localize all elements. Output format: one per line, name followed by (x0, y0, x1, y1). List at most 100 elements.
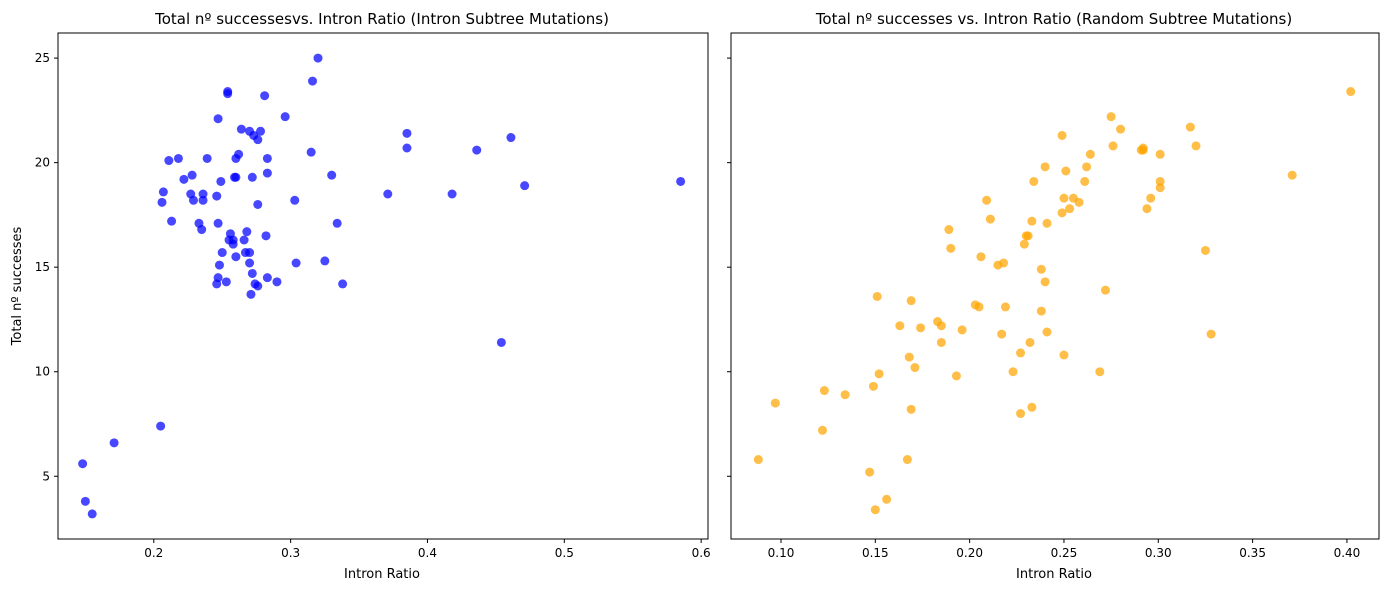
scatter-point (383, 189, 393, 199)
left-scatter-panel: Total nº successesvs. Intron Ratio (Intr… (10, 10, 711, 582)
scatter-point (1138, 143, 1148, 153)
scatter-point (904, 352, 914, 362)
scatter-point (253, 199, 263, 209)
scatter-point (228, 239, 238, 249)
scatter-point (272, 277, 282, 287)
left-y-axis-label: Total nº successes (10, 226, 25, 346)
scatter-point (179, 174, 189, 184)
scatter-point (936, 321, 946, 331)
scatter-point (245, 248, 255, 258)
x-tick-label: 0.25 (1051, 546, 1078, 560)
scatter-point (520, 181, 530, 191)
scatter-point (946, 243, 956, 253)
x-tick-label: 0.40 (1334, 546, 1361, 560)
scatter-point (260, 91, 270, 101)
scatter-point (1142, 204, 1152, 214)
scatter-point (819, 386, 829, 396)
scatter-point (874, 369, 884, 379)
y-tick-label: 25 (35, 51, 50, 65)
scatter-point (1057, 208, 1067, 218)
scatter-point (1108, 141, 1118, 151)
scatter-point (916, 323, 926, 333)
scatter-point (402, 143, 412, 153)
scatter-point (1061, 166, 1071, 176)
scatter-point (157, 197, 167, 207)
scatter-point (1080, 176, 1090, 186)
scatter-point (261, 231, 271, 241)
scatter-point (985, 214, 995, 224)
scatter-point (1074, 197, 1084, 207)
scatter-point (187, 170, 197, 180)
scatter-point (1065, 204, 1075, 214)
scatter-point (262, 153, 272, 163)
scatter-point (246, 289, 256, 299)
scatter-point (872, 291, 882, 301)
right-x-axis-label: Intron Ratio (1016, 567, 1092, 582)
scatter-point (496, 337, 506, 347)
scatter-point (213, 218, 223, 228)
scatter-point (197, 225, 207, 235)
scatter-point (158, 187, 168, 197)
scatter-point (87, 509, 97, 519)
scatter-point (882, 494, 892, 504)
scatter-point (770, 398, 780, 408)
scatter-point (976, 252, 986, 262)
scatter-point (1191, 141, 1201, 151)
scatter-point (753, 455, 763, 465)
scatter-point (1008, 367, 1018, 377)
scatter-point (167, 216, 177, 226)
scatter-point (253, 281, 263, 291)
scatter-point (213, 273, 223, 283)
scatter-point (308, 76, 318, 86)
left-points (78, 53, 686, 519)
scatter-point (306, 147, 316, 157)
x-tick-label: 0.35 (1239, 546, 1266, 560)
right-scatter-panel: Total nº successes vs. Intron Ratio (Ran… (727, 10, 1380, 582)
right-points (753, 87, 1356, 515)
scatter-point (212, 191, 222, 201)
scatter-point (1155, 183, 1165, 193)
scatter-point (447, 189, 457, 199)
scatter-point (327, 170, 337, 180)
scatter-point (1019, 239, 1029, 249)
scatter-point (231, 172, 241, 182)
scatter-point (865, 467, 875, 477)
scatter-point (320, 256, 330, 266)
y-tick-label: 10 (35, 365, 50, 379)
scatter-point (198, 195, 208, 205)
x-tick-label: 0.3 (281, 546, 300, 560)
scatter-point (80, 496, 90, 506)
scatter-point (1085, 149, 1095, 159)
scatter-point (156, 421, 166, 431)
scatter-point (1059, 350, 1069, 360)
left-x-axis-label: Intron Ratio (344, 567, 420, 582)
scatter-point (242, 227, 252, 237)
scatter-point (676, 176, 686, 186)
scatter-point (78, 459, 88, 469)
scatter-point (262, 273, 272, 283)
x-tick-label: 0.6 (692, 546, 711, 560)
scatter-point (1036, 306, 1046, 316)
scatter-point (402, 128, 412, 138)
scatter-point (247, 172, 257, 182)
scatter-point (236, 124, 246, 134)
scatter-point (997, 329, 1007, 339)
scatter-point (234, 149, 244, 159)
scatter-point (198, 189, 208, 199)
x-tick-label: 0.5 (555, 546, 574, 560)
scatter-point (936, 337, 946, 347)
scatter-point (1095, 367, 1105, 377)
scatter-point (1042, 327, 1052, 337)
left-chart-title: Total nº successesvs. Intron Ratio (Intr… (154, 10, 609, 28)
scatter-point (332, 218, 342, 228)
scatter-point (1027, 216, 1037, 226)
left-ticks: 0.2 0.3 0.4 0.5 0.6 5 10 15 20 25 (35, 51, 711, 560)
scatter-point (840, 390, 850, 400)
scatter-point (1155, 176, 1165, 186)
scatter-point (1016, 348, 1026, 358)
right-chart-title: Total nº successes vs. Intron Ratio (Ran… (815, 10, 1292, 28)
scatter-point (902, 455, 912, 465)
left-plot-frame (57, 32, 709, 540)
y-tick-label: 20 (35, 156, 50, 170)
